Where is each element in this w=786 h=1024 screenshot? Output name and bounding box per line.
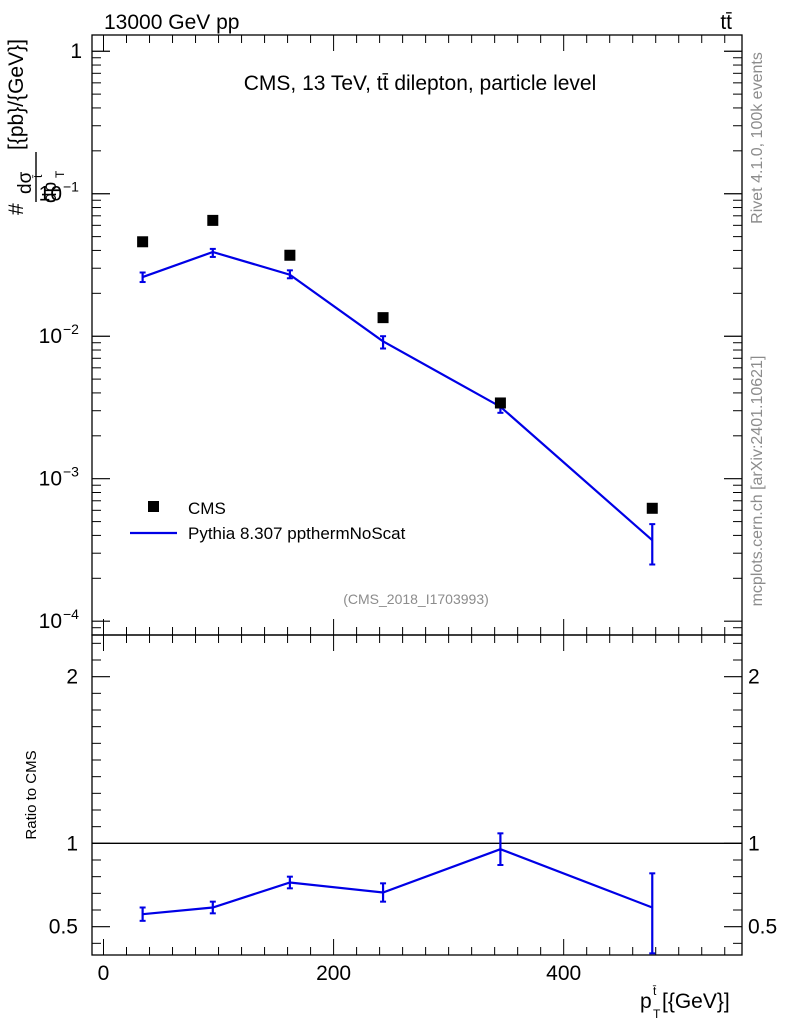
- legend-mc-label: Pythia 8.307 ppthermNoScat: [188, 524, 406, 543]
- y-tick-exponent: −4: [63, 606, 79, 622]
- rivet-version-label: Rivet 4.1.0, 100k events: [749, 52, 766, 224]
- y-label-hash: #: [5, 203, 28, 215]
- cms-data-marker: [284, 249, 296, 261]
- collision-label: 13000 GeV pp: [104, 11, 239, 34]
- x-tick-label: 0: [98, 962, 110, 985]
- main-y-axis-label: # dσ dp t̄ T [{pb}/{GeV}]: [5, 39, 67, 215]
- x-tick-label: 400: [546, 962, 581, 985]
- y-label-superscript: t̄: [31, 174, 45, 178]
- y-label-units: [{pb}/{GeV}]: [5, 39, 28, 150]
- y-tick-exponent: −3: [63, 464, 79, 480]
- main-panel: CMS, 13 TeV, tt̄ dilepton, particle leve…: [5, 34, 743, 636]
- ratio-data-layer: [92, 832, 742, 955]
- x-label-units: [{GeV}]: [662, 990, 730, 1013]
- y-tick-exponent: −1: [63, 179, 79, 195]
- y-tick-label: 10: [39, 610, 62, 633]
- ratio-y-axis-label: Ratio to CMS: [23, 750, 40, 839]
- x-tick-label: 200: [316, 962, 351, 985]
- ratio-y-tick-label-right: 0.5: [748, 916, 777, 939]
- ratio-y-tick-label-left: 0.5: [49, 916, 78, 939]
- cms-data-marker: [207, 214, 219, 226]
- ratio-y-tick-label-right: 1: [748, 832, 760, 855]
- legend: CMS Pythia 8.307 ppthermNoScat: [130, 499, 406, 543]
- plot-title: CMS, 13 TeV, tt̄ dilepton, particle leve…: [244, 72, 597, 95]
- ratio-panel: Ratio to CMS 0 200 400 0.5 0.5 1 1 2 2 p t̄ T [{…: [23, 634, 777, 1021]
- main-frame: [91, 34, 743, 636]
- y-tick-exponent: −2: [63, 321, 79, 337]
- cms-data-marker: [494, 397, 506, 409]
- process-label: tt̄: [720, 11, 732, 34]
- ratio-frame: [91, 634, 743, 956]
- mc-prediction-line: [142, 250, 653, 542]
- y-label-subscript: T: [53, 170, 67, 178]
- analysis-watermark: (CMS_2018_I1703993): [343, 591, 489, 607]
- ratio-line: [142, 847, 653, 916]
- y-tick-label: 1: [70, 40, 82, 63]
- y-tick-label: 10: [39, 325, 62, 348]
- y-tick-label: 10: [39, 183, 62, 206]
- ratio-y-tick-label-right: 2: [748, 666, 760, 689]
- y-tick-label: 10: [39, 468, 62, 491]
- x-axis-label: p t̄ T [{GeV}]: [640, 984, 730, 1021]
- y-label-numerator: dσ: [15, 171, 36, 194]
- x-label-subscript: T: [653, 1007, 661, 1021]
- cms-data-marker: [377, 312, 389, 324]
- cms-data-marker: [137, 236, 149, 248]
- cms-data-marker: [646, 502, 658, 514]
- ratio-y-tick-label-left: 1: [66, 832, 78, 855]
- ratio-y-tick-label-left: 2: [66, 666, 78, 689]
- y-label-denominator: dp: [40, 182, 61, 203]
- x-label-p: p: [640, 990, 652, 1013]
- legend-cms-marker: [148, 501, 159, 512]
- mcplots-label: mcplots.cern.ch [arXiv:2401.10621]: [749, 356, 766, 607]
- main-axis-ticks: 110−110−210−310−4: [39, 35, 742, 636]
- main-data-layer: [137, 214, 658, 566]
- x-label-superscript: t̄: [653, 984, 657, 998]
- ratio-axis-ticks: 0 200 400 0.5 0.5 1 1 2 2: [49, 635, 777, 985]
- legend-cms-label: CMS: [188, 499, 226, 518]
